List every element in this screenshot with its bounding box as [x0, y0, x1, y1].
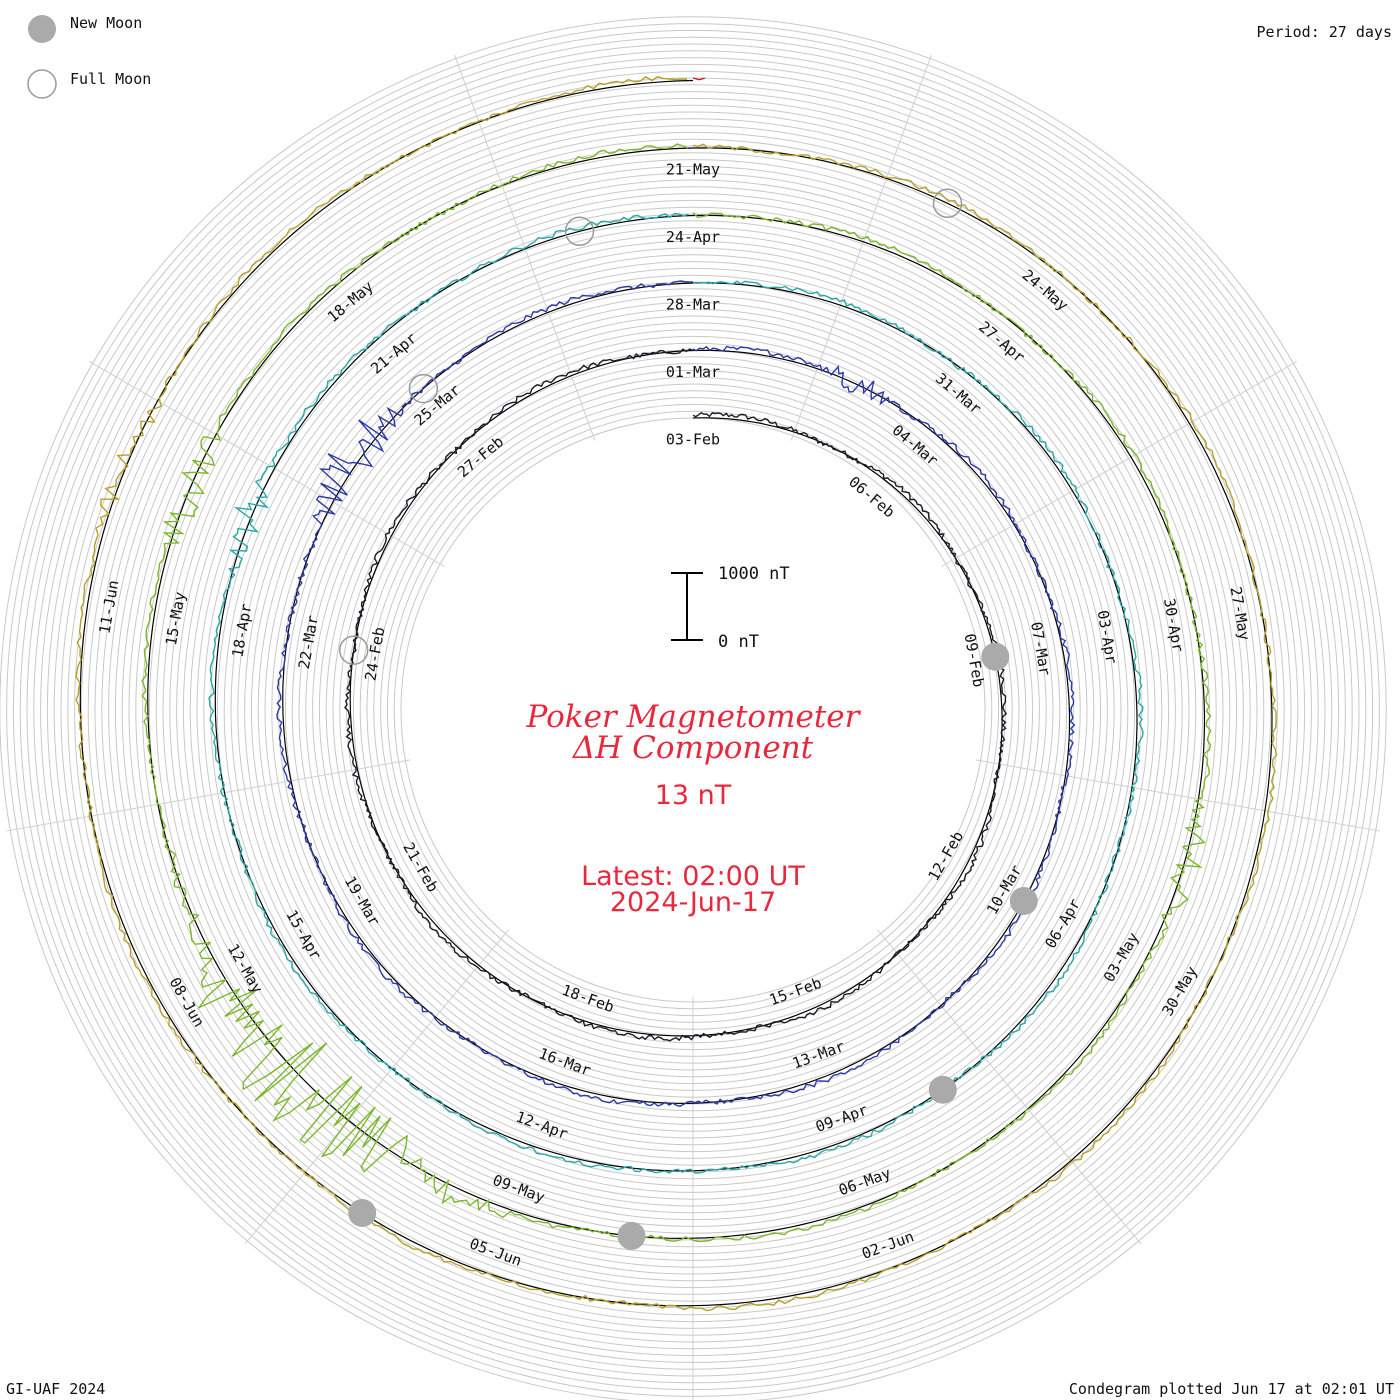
full-moon-legend-icon	[27, 69, 57, 99]
date-label: 01-Mar	[666, 363, 720, 381]
date-label: 05-Jun	[467, 1235, 524, 1270]
new-moon-marker	[348, 1199, 377, 1227]
date-label: 13-Mar	[790, 1037, 847, 1072]
moon-markers	[338, 188, 1038, 1250]
date-label: 07-Mar	[1027, 620, 1054, 676]
full-moon-marker	[338, 635, 369, 665]
period-label: Period: 27 days	[1257, 23, 1392, 41]
date-label: 27-May	[1227, 585, 1254, 641]
day-spoke	[877, 929, 1142, 1245]
baseline-value: 13 nT	[655, 780, 732, 811]
new-moon-marker	[928, 1075, 957, 1104]
series-rotation-5	[75, 76, 1278, 1312]
series-rotation-1	[344, 348, 1008, 1042]
date-label: 28-Mar	[666, 296, 720, 314]
latest-time: Latest: 02:00 UT	[581, 861, 805, 892]
data-series	[75, 76, 1278, 1312]
latest-date: 2024-Jun-17	[610, 887, 776, 918]
date-label: 09-May	[490, 1171, 547, 1206]
date-label: 15-Feb	[767, 974, 824, 1009]
day-spoke	[790, 54, 932, 441]
scale-top-label: 1000 nT	[718, 564, 790, 584]
scale-bottom-label: 0 nT	[718, 632, 759, 652]
new-moon-marker	[1009, 887, 1038, 915]
chart-subtitle: ΔH Component	[572, 730, 814, 766]
date-label: 11-Jun	[95, 579, 122, 635]
date-label: 22-Mar	[295, 614, 322, 670]
full-moon-marker	[932, 188, 963, 219]
full-moon-legend-label: Full Moon	[70, 70, 151, 88]
date-label: 16-Mar	[536, 1044, 593, 1079]
day-spoke	[6, 759, 411, 832]
date-label: 03-Feb	[666, 431, 720, 449]
new-moon-marker	[617, 1221, 646, 1250]
new-moon-legend-icon	[28, 15, 56, 43]
date-label: 24-Feb	[361, 626, 388, 682]
scale-bar	[671, 572, 703, 641]
footer-credit: GI-UAF 2024	[6, 1380, 105, 1398]
day-spoke	[88, 360, 445, 567]
day-spoke	[941, 360, 1298, 567]
series-rotation-6	[692, 77, 705, 81]
date-label: 02-Jun	[859, 1227, 916, 1262]
full-moon-marker	[564, 216, 595, 247]
date-label: 21-May	[666, 161, 720, 179]
chart-title: Poker Magnetometer	[526, 699, 862, 735]
series-rotation-4	[141, 143, 1212, 1243]
new-moon-marker	[981, 642, 1010, 671]
date-label: 06-May	[836, 1164, 893, 1199]
day-spoke	[975, 759, 1380, 832]
date-label: 12-Apr	[513, 1108, 570, 1143]
date-label: 21-Apr	[367, 329, 420, 378]
series-rotation-2	[276, 280, 1076, 1108]
date-label: 24-Apr	[666, 228, 720, 246]
full-moon-marker	[408, 373, 439, 404]
date-label: 09-Apr	[813, 1101, 870, 1136]
grid-circle	[0, 16, 1387, 1400]
footer-plotted: Condegram plotted Jun 17 at 02:01 UT	[1069, 1380, 1394, 1398]
series-rotation-3	[208, 212, 1144, 1174]
new-moon-legend-label: New Moon	[70, 14, 142, 32]
day-spoke	[244, 929, 509, 1245]
